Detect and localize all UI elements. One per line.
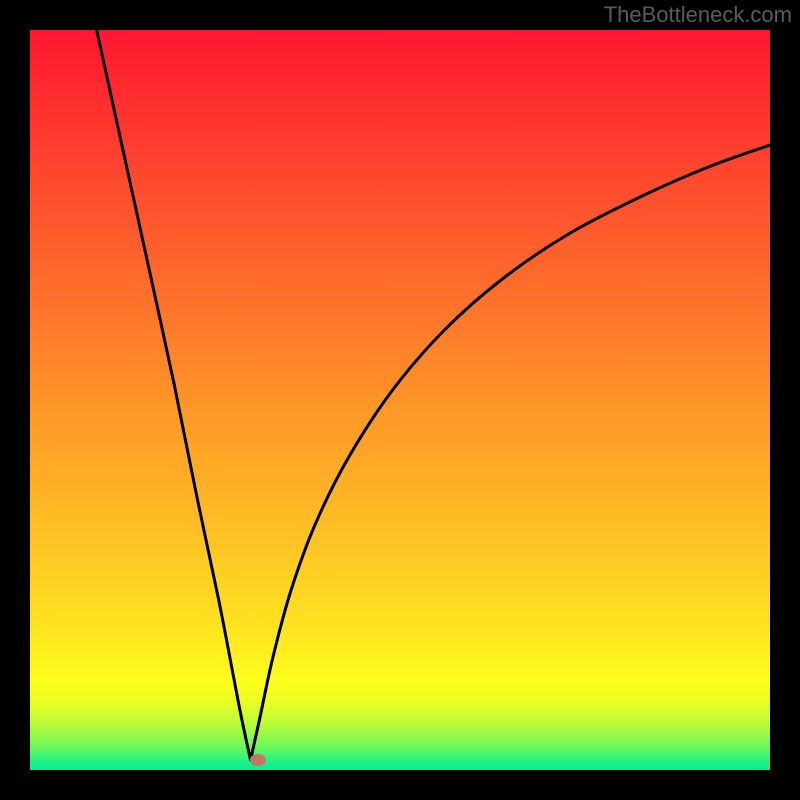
plot-area <box>30 30 770 770</box>
watermark-text: TheBottleneck.com <box>604 2 792 28</box>
min-marker <box>250 754 266 766</box>
bottleneck-curve-chart <box>30 30 770 770</box>
gradient-background <box>30 30 770 770</box>
chart-frame: TheBottleneck.com <box>0 0 800 800</box>
